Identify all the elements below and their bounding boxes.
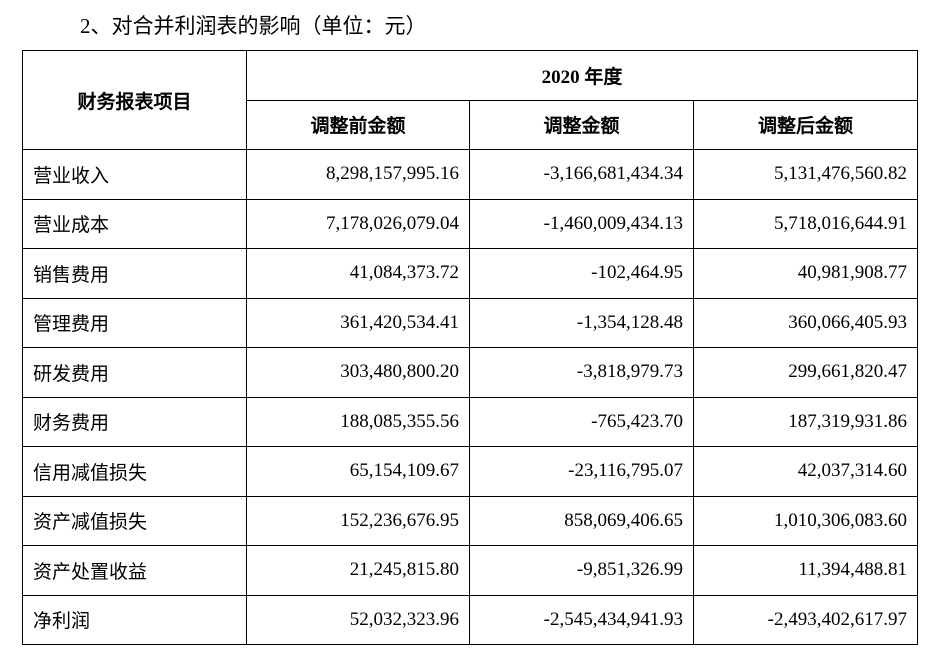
amount-cell: -3,166,681,434.34	[469, 149, 694, 200]
row-label: 财务费用	[22, 396, 247, 447]
amount-cell: -765,423.70	[469, 396, 694, 447]
amount-cell: 65,154,109.67	[246, 446, 470, 497]
data-row: 销售费用 41,084,373.72 -102,464.95 40,981,908.7…	[22, 248, 918, 299]
data-row: 资产处置收益 21,245,815.80 -9,851,326.99 11,394,4…	[22, 545, 918, 596]
column-header: 调整前金额	[246, 99, 470, 150]
row-label: 销售费用	[22, 248, 247, 299]
row-label: 资产处置收益	[22, 545, 247, 596]
row-label: 研发费用	[22, 347, 247, 398]
row-label: 营业成本	[22, 198, 247, 249]
data-row: 资产减值损失 152,236,676.95 858,069,406.65 1,010,…	[22, 495, 918, 546]
column-header: 调整后金额	[693, 99, 918, 150]
amount-cell: 858,069,406.65	[469, 495, 694, 546]
table-body: 营业收入 8,298,157,995.16 -3,166,681,434.34 5,1…	[22, 149, 918, 645]
amount-cell: -2,493,402,617.97	[693, 594, 918, 645]
amount-cell: 52,032,323.96	[246, 594, 470, 645]
data-row: 管理费用 361,420,534.41 -1,354,128.48 360,066,4…	[22, 297, 918, 348]
amount-cell: 188,085,355.56	[246, 396, 470, 447]
row-label: 资产减值损失	[22, 495, 247, 546]
data-row: 信用减值损失 65,154,109.67 -23,116,795.07 42,037,…	[22, 446, 918, 497]
amount-cell: -23,116,795.07	[469, 446, 694, 497]
amount-cell: 7,178,026,079.04	[246, 198, 470, 249]
amount-cell: -1,354,128.48	[469, 297, 694, 348]
amount-cell: 11,394,488.81	[693, 545, 918, 596]
amount-cell: -9,851,326.99	[469, 545, 694, 596]
data-row: 财务费用 188,085,355.56 -765,423.70 187,319,931…	[22, 396, 918, 447]
header-row: 调整前金额 调整金额 调整后金额	[23, 99, 918, 150]
amount-cell: 41,084,373.72	[246, 248, 470, 299]
amount-cell: -2,545,434,941.93	[469, 594, 694, 645]
amount-cell: 1,010,306,083.60	[693, 495, 918, 546]
row-label: 营业收入	[22, 149, 247, 200]
impact-table: 财务报表项目 2020 年度 调整前金额 调整金额 调整后金额 营业收入 8,298,…	[22, 50, 918, 645]
amount-cell: 360,066,405.93	[693, 297, 918, 348]
amount-cell: 361,420,534.41	[246, 297, 470, 348]
amount-cell: -3,818,979.73	[469, 347, 694, 398]
amount-cell: 5,718,016,644.91	[693, 198, 918, 249]
row-label: 管理费用	[22, 297, 247, 348]
data-row: 营业成本 7,178,026,079.04 -1,460,009,434.13 5,7…	[22, 198, 918, 249]
data-row: 净利润 52,032,323.96 -2,545,434,941.93 -2,493,…	[22, 594, 918, 645]
amount-cell: 187,319,931.86	[693, 396, 918, 447]
header-row: 财务报表项目 2020 年度	[22, 50, 918, 150]
column-header: 调整金额	[469, 99, 694, 150]
amount-cell: 5,131,476,560.82	[693, 149, 918, 200]
amount-cell: 299,661,820.47	[693, 347, 918, 398]
data-row: 研发费用 303,480,800.20 -3,818,979.73 299,661,8…	[22, 347, 918, 398]
amount-cell: -102,464.95	[469, 248, 694, 299]
row-label: 净利润	[22, 594, 247, 645]
amount-cell: 152,236,676.95	[246, 495, 470, 546]
section-title: 2、对合并利润表的影响（单位：元）	[80, 14, 427, 38]
amount-cell: -1,460,009,434.13	[469, 198, 694, 249]
row-label: 信用减值损失	[22, 446, 247, 497]
period-header: 2020 年度	[246, 50, 918, 101]
amount-cell: 21,245,815.80	[246, 545, 470, 596]
amount-cell: 303,480,800.20	[246, 347, 470, 398]
amount-cell: 40,981,908.77	[693, 248, 918, 299]
amount-cell: 42,037,314.60	[693, 446, 918, 497]
amount-cell: 8,298,157,995.16	[246, 149, 470, 200]
data-row: 营业收入 8,298,157,995.16 -3,166,681,434.34 5,1…	[22, 149, 918, 200]
item-header: 财务报表项目	[22, 50, 247, 150]
